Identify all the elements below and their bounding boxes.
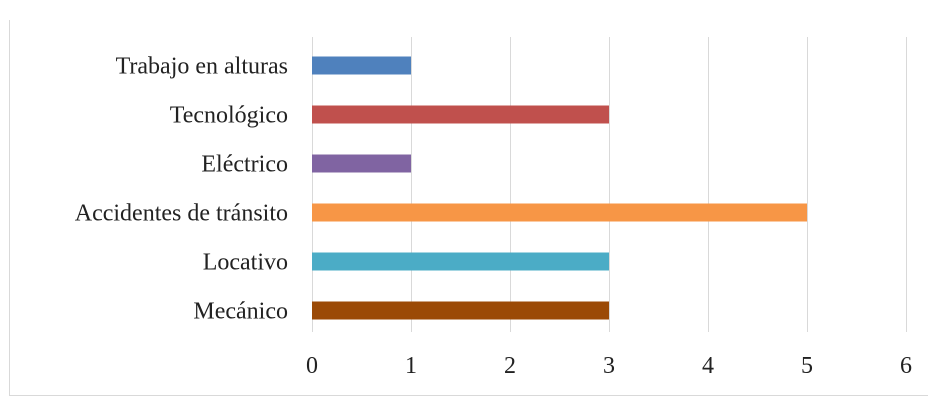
- category-label-mecanico: Mecánico: [193, 299, 288, 325]
- category-label-electrico: Eléctrico: [201, 152, 288, 178]
- category-label-trabajo-en-alturas: Trabajo en alturas: [116, 54, 288, 80]
- x-tick-labels: 0 1 2 3 4 5 6: [306, 353, 912, 379]
- x-tick-label-4: 4: [702, 353, 714, 379]
- x-tick-label-0: 0: [306, 353, 318, 379]
- bar-electrico: [312, 154, 411, 173]
- x-tick-label-6: 6: [900, 353, 912, 379]
- x-tick-label-1: 1: [405, 353, 417, 379]
- bars: [312, 56, 807, 320]
- bar-tecnologico: [312, 105, 609, 124]
- gridlines: [312, 37, 907, 332]
- category-label-tecnologico: Tecnológico: [170, 103, 288, 129]
- category-label-locativo: Locativo: [203, 250, 288, 276]
- category-label-accidentes-de-transito: Accidentes de tránsito: [75, 201, 288, 227]
- x-tick-label-5: 5: [801, 353, 813, 379]
- chart-frame-left-edge: [9, 20, 10, 396]
- x-tick-label-3: 3: [603, 353, 615, 379]
- bar-accidentes-de-transito: [312, 203, 807, 222]
- bar-locativo: [312, 252, 609, 271]
- bar-mecanico: [312, 301, 609, 320]
- category-labels: Trabajo en alturas Tecnológico Eléctrico Ac…: [75, 54, 288, 325]
- x-tick-label-2: 2: [504, 353, 516, 379]
- bar-trabajo-en-alturas: [312, 56, 411, 75]
